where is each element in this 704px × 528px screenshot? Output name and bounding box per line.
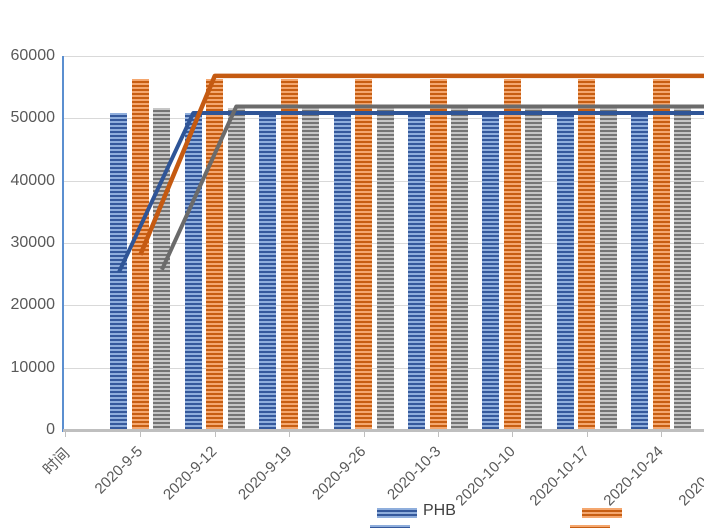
legend-label-phb: PHB [423,502,456,519]
bar-orange-bar-series-2020-9-5[interactable] [131,79,149,430]
x-axis-line-overlay [63,429,704,432]
x-axis-tick [363,432,365,437]
bar-PHB-2020-10-3[interactable] [408,113,425,430]
bar-PHB-2020-9-5[interactable] [110,113,128,430]
bar-orange-bar-series-2020-10-10[interactable] [503,79,521,430]
x-axis-tick-label: 2020-9-26 [309,443,370,504]
x-axis-tick-label: 2020-10-31 [675,443,704,510]
bar-orange-bar-series-2020-10-24[interactable] [652,79,670,430]
bar-PHB-2020-10-10[interactable] [482,113,500,430]
x-axis-tick-label: 2020-9-5 [91,443,147,498]
x-axis-tick-label: 时间 [39,445,74,479]
x-axis-tick [214,432,216,437]
bar-orange-bar-series-2020-9-12[interactable] [206,79,224,430]
y-axis-tick-label: 20000 [10,296,56,314]
x-axis-tick [140,432,142,437]
bar-PHB-2020-10-17[interactable] [556,113,574,430]
x-axis-tick [661,432,663,437]
x-axis-tick [65,432,66,437]
legend-swatch-phb[interactable] [377,508,417,518]
y-axis-line [62,56,64,432]
bar-PHB-2020-9-26[interactable] [333,113,351,430]
bar-PHB-2020-9-12[interactable] [184,113,202,430]
x-axis-tick [289,432,291,437]
bar-gray-bar-series-2020-9-5[interactable] [153,108,171,430]
bar-PHB-2020-9-19[interactable] [259,113,277,430]
legend-swatch-row2-left[interactable] [370,525,410,528]
y-axis-tick-label: 10000 [10,358,56,376]
bar-gray-bar-series-2020-10-10[interactable] [525,108,543,430]
y-axis-tick-label: 30000 [10,234,56,251]
legend-swatch-orange-series[interactable] [582,508,622,518]
bar-orange-bar-series-2020-10-3[interactable] [429,79,447,430]
y-axis-tick-label: 0 [46,421,55,438]
x-axis-tick [586,432,588,437]
bar-gray-bar-series-2020-10-24[interactable] [674,108,692,430]
y-axis-tick-label: 50000 [10,109,56,127]
x-axis-tick-label: 2020-10-3 [383,443,445,504]
x-axis-tick-label: 2020-9-12 [160,443,221,504]
bar-orange-bar-series-2020-9-26[interactable] [355,79,373,430]
gridline [63,56,704,57]
bar-gray-bar-series-2020-9-12[interactable] [227,108,245,430]
bar-orange-bar-series-2020-10-17[interactable] [578,79,596,430]
x-axis-tick-label: 2020-10-10 [452,443,519,510]
y-axis-tick-label: 40000 [10,171,56,189]
bar-gray-bar-series-2020-9-26[interactable] [376,108,394,430]
y-axis-tick-label: 60000 [10,47,56,64]
x-axis-tick [512,432,514,437]
bar-orange-bar-series-2020-9-19[interactable] [280,79,298,430]
bar-gray-bar-series-2020-9-19[interactable] [302,108,320,430]
x-axis-tick-label: 2020-10-24 [600,443,668,510]
bar-PHB-2020-10-24[interactable] [631,113,649,430]
legend-swatch-row2-right[interactable] [570,525,610,528]
x-axis-tick-label: 2020-10-17 [526,443,593,510]
x-axis-tick [438,432,439,437]
bar-gray-bar-series-2020-10-17[interactable] [599,108,617,430]
bar-gray-bar-series-2020-10-3[interactable] [451,108,468,430]
x-axis-tick-label: 2020-9-19 [234,443,296,504]
